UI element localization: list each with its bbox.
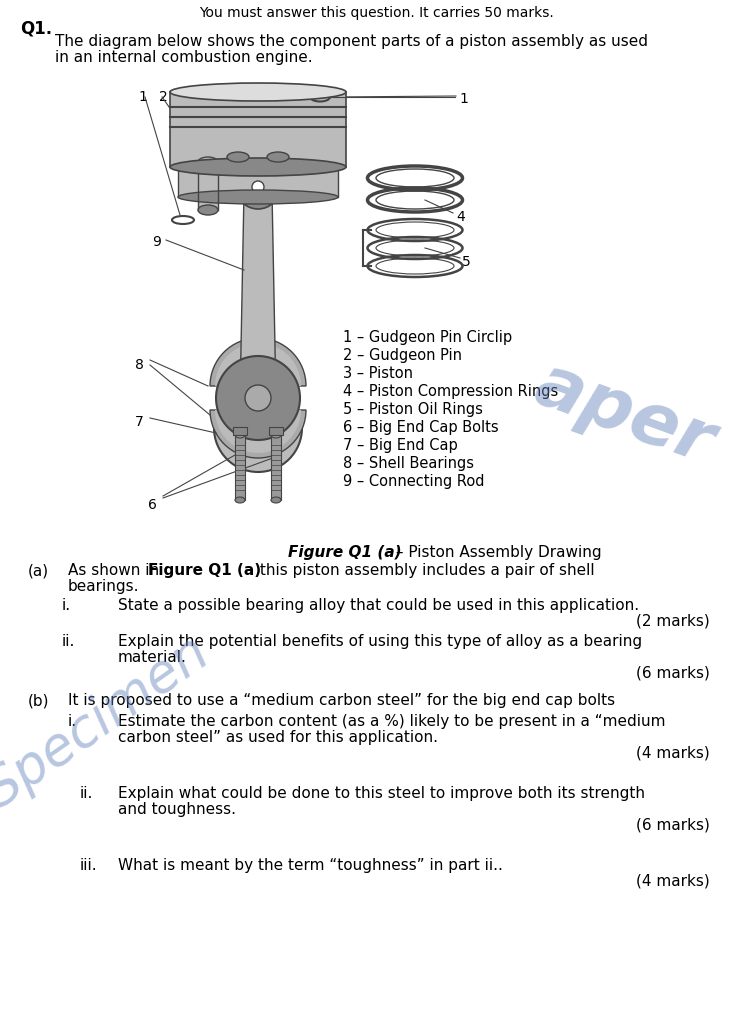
Text: Explain the potential benefits of using this type of alloy as a bearing: Explain the potential benefits of using … — [118, 634, 642, 649]
Ellipse shape — [236, 165, 280, 209]
Text: (4 marks): (4 marks) — [636, 746, 710, 761]
Text: 1: 1 — [138, 90, 147, 104]
Text: 2 – Gudgeon Pin: 2 – Gudgeon Pin — [343, 348, 462, 362]
Text: carbon steel” as used for this application.: carbon steel” as used for this applicati… — [118, 730, 438, 745]
Bar — [269, 427, 283, 435]
Text: 8: 8 — [135, 358, 144, 372]
Text: 2: 2 — [159, 90, 168, 104]
Text: What is meant by the term “toughness” in part ii..: What is meant by the term “toughness” in… — [118, 858, 503, 873]
Text: 6 – Big End Cap Bolts: 6 – Big End Cap Bolts — [343, 420, 499, 435]
Text: State a possible bearing alloy that could be used in this application.: State a possible bearing alloy that coul… — [118, 598, 639, 613]
Ellipse shape — [198, 205, 218, 215]
Text: (a): (a) — [28, 563, 49, 578]
Text: 4 – Piston Compression Rings: 4 – Piston Compression Rings — [343, 384, 558, 399]
Wedge shape — [215, 343, 301, 386]
Bar — [233, 427, 247, 435]
Wedge shape — [214, 428, 302, 472]
Text: 3 – Piston: 3 – Piston — [343, 366, 413, 381]
Text: material.: material. — [118, 650, 187, 665]
Bar — [198, 162, 218, 210]
Ellipse shape — [245, 385, 271, 411]
Text: aper: aper — [526, 350, 723, 479]
Ellipse shape — [235, 432, 245, 438]
Text: 8 – Shell Bearings: 8 – Shell Bearings — [343, 456, 474, 471]
Ellipse shape — [271, 432, 281, 438]
Ellipse shape — [267, 152, 289, 162]
Text: 1: 1 — [459, 92, 468, 106]
Bar — [235, 435, 245, 500]
Text: 1 – Gudgeon Pin Circlip: 1 – Gudgeon Pin Circlip — [343, 330, 512, 345]
Text: (2 marks): (2 marks) — [636, 614, 710, 629]
Text: i.: i. — [68, 714, 77, 729]
Ellipse shape — [198, 157, 218, 167]
Ellipse shape — [227, 152, 249, 162]
Text: Explain what could be done to this steel to improve both its strength: Explain what could be done to this steel… — [118, 786, 645, 801]
Text: ii.: ii. — [80, 786, 93, 801]
Ellipse shape — [178, 190, 338, 204]
Bar — [178, 167, 338, 197]
Text: Figure Q1 (a): Figure Q1 (a) — [148, 563, 261, 578]
Text: 3: 3 — [182, 90, 191, 104]
Text: 9 – Connecting Rod: 9 – Connecting Rod — [343, 474, 484, 489]
Text: 5: 5 — [462, 255, 471, 269]
Ellipse shape — [170, 158, 346, 176]
Text: 4: 4 — [456, 210, 465, 224]
Ellipse shape — [216, 356, 300, 440]
Ellipse shape — [252, 181, 264, 193]
Text: Specimen: Specimen — [0, 626, 220, 818]
Ellipse shape — [271, 497, 281, 503]
Wedge shape — [210, 410, 306, 458]
Text: You must answer this question. It carries 50 marks.: You must answer this question. It carrie… — [199, 6, 553, 20]
Text: and toughness.: and toughness. — [118, 802, 236, 817]
Text: iii.: iii. — [80, 858, 98, 873]
Ellipse shape — [170, 83, 346, 101]
Ellipse shape — [235, 497, 245, 503]
Text: As shown in: As shown in — [68, 563, 164, 578]
Text: Figure Q1 (a): Figure Q1 (a) — [288, 545, 402, 560]
Text: this piston assembly includes a pair of shell: this piston assembly includes a pair of … — [255, 563, 595, 578]
Bar — [170, 92, 346, 167]
Text: Estimate the carbon content (as a %) likely to be present in a “medium: Estimate the carbon content (as a %) lik… — [118, 714, 666, 729]
Bar — [271, 435, 281, 500]
Text: 7: 7 — [135, 415, 144, 429]
Text: – Piston Assembly Drawing: – Piston Assembly Drawing — [391, 545, 602, 560]
Text: (6 marks): (6 marks) — [636, 666, 710, 681]
Text: Q1.: Q1. — [20, 20, 52, 38]
Text: ii.: ii. — [62, 634, 75, 649]
Text: (6 marks): (6 marks) — [636, 818, 710, 833]
Text: 5 – Piston Oil Rings: 5 – Piston Oil Rings — [343, 402, 483, 417]
Text: 7 – Big End Cap: 7 – Big End Cap — [343, 438, 458, 453]
Text: (4 marks): (4 marks) — [636, 874, 710, 889]
Text: (b): (b) — [28, 693, 50, 708]
Text: in an internal combustion engine.: in an internal combustion engine. — [55, 50, 313, 65]
Text: The diagram below shows the component parts of a piston assembly as used: The diagram below shows the component pa… — [55, 34, 648, 49]
Text: i.: i. — [62, 598, 71, 613]
Wedge shape — [215, 410, 301, 453]
Text: bearings.: bearings. — [68, 579, 140, 594]
Text: It is proposed to use a “medium carbon steel” for the big end cap bolts: It is proposed to use a “medium carbon s… — [68, 693, 615, 708]
Polygon shape — [240, 193, 276, 400]
Text: 6: 6 — [148, 498, 157, 512]
Wedge shape — [210, 338, 306, 386]
Text: 9: 9 — [152, 234, 161, 249]
